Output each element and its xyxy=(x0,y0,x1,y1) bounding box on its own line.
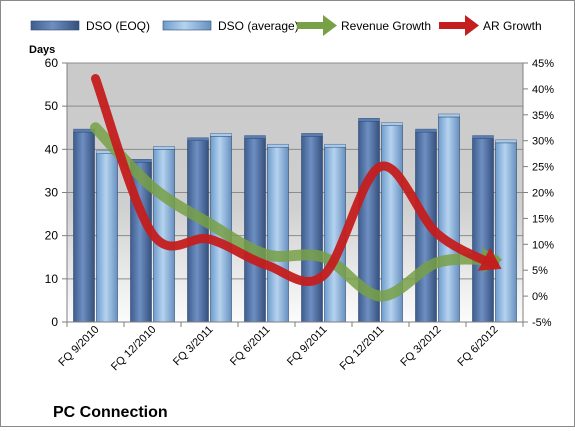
y-right-tick-label: 30% xyxy=(532,136,554,148)
axes xyxy=(62,62,528,327)
y-left-tick-label: 0 xyxy=(51,315,58,329)
series-path xyxy=(91,74,499,286)
series-path xyxy=(90,122,500,302)
bar-body xyxy=(187,140,209,323)
y-left-tick-label: 60 xyxy=(45,56,59,70)
x-tick-label: FQ 6/2012 xyxy=(455,324,500,369)
bar-top xyxy=(472,135,494,139)
y-right-tick-label: 35% xyxy=(532,110,554,122)
bar-top xyxy=(358,118,380,122)
bar-top xyxy=(415,128,437,133)
legend-label: DSO (average) xyxy=(218,19,299,33)
y-right-tick-label: 10% xyxy=(532,239,554,251)
bar-body xyxy=(267,146,289,323)
bar xyxy=(187,137,209,323)
bar xyxy=(73,128,95,323)
x-tick-label: FQ 12/2010 xyxy=(109,324,159,374)
bar-body xyxy=(73,131,95,323)
bar xyxy=(244,135,266,323)
bar xyxy=(301,133,323,323)
bar-top xyxy=(153,146,175,150)
bar-top xyxy=(495,139,517,144)
bar-top xyxy=(324,143,346,148)
bar xyxy=(495,139,517,323)
y-left-tick-label: 30 xyxy=(45,186,59,200)
bar-top xyxy=(267,143,289,148)
series-line xyxy=(91,74,502,286)
bar xyxy=(472,135,494,323)
x-tick-label: FQ 9/2010 xyxy=(56,324,101,369)
y-left-tick-label: 20 xyxy=(45,229,59,243)
legend-label: Revenue Growth xyxy=(341,19,431,33)
x-tick-label: FQ 3/2012 xyxy=(398,324,443,369)
y-right-tick-label: 15% xyxy=(532,213,554,225)
y-right-tick-label: 40% xyxy=(532,84,554,96)
x-tick-label: FQ 12/2011 xyxy=(338,324,387,373)
bar-top xyxy=(210,133,232,137)
legend-swatch xyxy=(30,20,80,31)
bar-top xyxy=(381,122,403,126)
y-left-tick-label: 10 xyxy=(45,272,59,286)
bar-body xyxy=(301,136,323,323)
y-right-tick-label: 5% xyxy=(532,265,548,277)
legend-item: AR Growth xyxy=(439,15,542,36)
growth-lines xyxy=(90,74,503,302)
legend-label: AR Growth xyxy=(483,19,542,33)
y-right-tick-label: 20% xyxy=(532,188,554,200)
bar-top xyxy=(301,133,323,137)
bar-body xyxy=(244,138,266,323)
legend-arrowhead xyxy=(465,15,479,36)
y-right-tick-label: 0% xyxy=(532,291,548,303)
legend-swatch xyxy=(162,20,212,31)
legend-item: DSO (EOQ) xyxy=(30,19,150,33)
y-left-tick-label: 40 xyxy=(45,142,59,156)
bar-top xyxy=(438,113,460,118)
y-right-tick-label: 45% xyxy=(532,58,554,70)
legend-item: DSO (average) xyxy=(162,19,299,33)
bar-body xyxy=(472,138,494,323)
bar-top xyxy=(187,137,209,141)
bar xyxy=(438,113,460,323)
bar-marks xyxy=(73,113,517,323)
series-arrowhead xyxy=(477,247,502,271)
bar xyxy=(267,143,289,323)
x-tick-label: FQ 9/2011 xyxy=(285,324,330,369)
bar-body xyxy=(96,153,118,323)
bar xyxy=(96,150,118,323)
y-right-tick-label: 25% xyxy=(532,162,554,174)
bar-body xyxy=(438,116,460,323)
y-left-tick-label: 50 xyxy=(45,99,59,113)
x-tick-label: FQ 6/2011 xyxy=(228,324,273,369)
legend-arrowhead xyxy=(323,15,337,36)
y-right-tick-label: -5% xyxy=(532,317,552,329)
legend-item: Revenue Growth xyxy=(297,15,431,36)
chart-title: PC Connection xyxy=(53,404,168,421)
bar-top xyxy=(244,135,266,139)
x-tick-label: FQ 3/2011 xyxy=(171,324,216,369)
y-axis-title: Days xyxy=(29,44,55,56)
legend-label: DSO (EOQ) xyxy=(86,19,150,33)
legend: DSO (EOQ) DSO (average) Revenue Growth AR G… xyxy=(30,15,542,36)
bar-body xyxy=(495,142,517,323)
